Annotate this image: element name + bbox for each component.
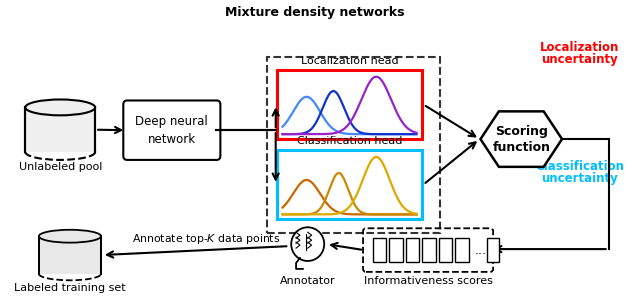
Text: Scoring: Scoring [495,125,548,138]
FancyBboxPatch shape [276,150,422,219]
Text: Mixture density networks: Mixture density networks [225,6,404,19]
Text: function: function [492,140,550,153]
FancyBboxPatch shape [439,238,452,262]
Text: Deep neural: Deep neural [136,115,208,128]
Text: Annotate top-$K$ data points: Annotate top-$K$ data points [132,232,280,246]
Text: Localization head: Localization head [301,56,398,66]
Text: Classification head: Classification head [297,136,402,146]
Text: uncertainty: uncertainty [541,172,618,185]
FancyBboxPatch shape [373,238,386,262]
Text: Classification: Classification [535,160,624,173]
Ellipse shape [39,230,101,243]
FancyBboxPatch shape [123,101,221,160]
Polygon shape [481,111,562,167]
FancyBboxPatch shape [276,70,422,139]
FancyBboxPatch shape [39,236,101,274]
Text: uncertainty: uncertainty [541,53,618,66]
FancyBboxPatch shape [488,238,499,262]
Text: network: network [148,133,196,146]
Text: Labeled training set: Labeled training set [14,283,126,293]
Text: ...: ... [475,244,487,257]
Text: Localization: Localization [540,41,619,54]
Text: Unlabeled pool: Unlabeled pool [18,162,102,172]
FancyBboxPatch shape [422,238,436,262]
FancyBboxPatch shape [406,238,419,262]
FancyBboxPatch shape [389,238,403,262]
Text: Annotator: Annotator [280,276,335,286]
Circle shape [291,227,324,261]
FancyBboxPatch shape [25,108,95,152]
Ellipse shape [25,99,95,115]
FancyBboxPatch shape [455,238,469,262]
Text: Informativeness scores: Informativeness scores [364,276,493,286]
